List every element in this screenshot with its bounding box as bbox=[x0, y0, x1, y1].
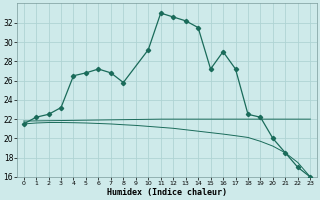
X-axis label: Humidex (Indice chaleur): Humidex (Indice chaleur) bbox=[107, 188, 227, 197]
